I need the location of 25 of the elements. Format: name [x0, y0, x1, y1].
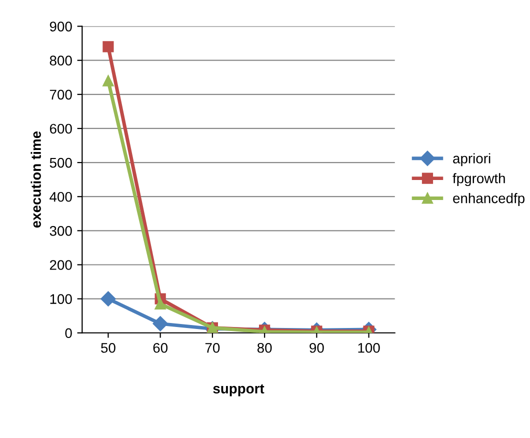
point [100, 291, 116, 306]
x-tick-label: 80 [257, 342, 272, 353]
y-tick-label: 500 [50, 158, 72, 168]
point [102, 41, 114, 52]
legend-label: enhancedfp [453, 193, 525, 206]
x-tick-label: 50 [101, 342, 116, 353]
y-tick-label: 100 [50, 294, 72, 304]
y-axis-title: execution time [30, 131, 41, 228]
y-tick-label: 700 [50, 90, 72, 100]
y-tick-label: 300 [50, 226, 72, 236]
y-tick-label: 900 [50, 22, 72, 32]
x-axis-title: support [213, 384, 264, 396]
x-tick-label: 90 [310, 342, 324, 353]
point [102, 75, 114, 86]
legend-label: fpgrowth [452, 173, 505, 186]
point [154, 298, 166, 310]
y-tick-label: 200 [50, 260, 72, 270]
x-tick-label: 60 [153, 342, 168, 353]
x-tick-label: 70 [205, 342, 220, 353]
y-tick-label: 400 [50, 192, 72, 202]
x-tick-label: 100 [358, 342, 380, 353]
y-tick-label: 800 [50, 56, 72, 66]
y-tick-label: 0 [65, 328, 72, 338]
legend-label: apriori [453, 153, 490, 166]
y-tick-label: 600 [50, 124, 72, 134]
